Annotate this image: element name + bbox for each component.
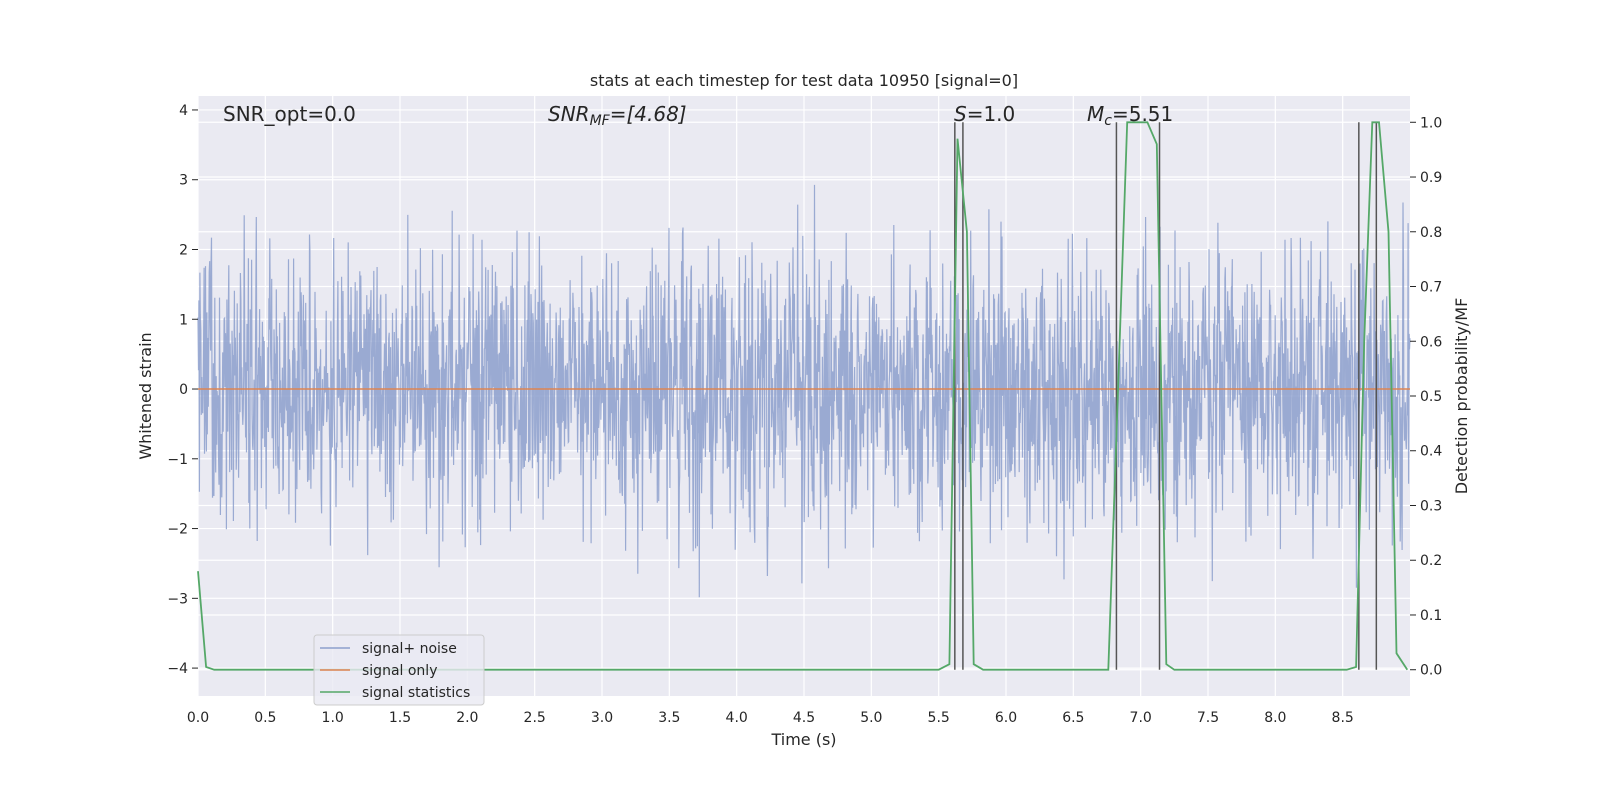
x-tick-label: 8.5 — [1332, 710, 1354, 726]
y-right-tick-label: 0.0 — [1420, 663, 1442, 679]
y-tick-label: 2 — [179, 242, 188, 258]
y-tick-label: −2 — [167, 522, 188, 538]
signal-statistics-series — [197, 121, 1409, 671]
annotation-snr-mf: SNRMF=[4.68] — [548, 102, 687, 129]
annotation-snr-opt: SNR_opt=0.0 — [223, 102, 356, 126]
x-axis-ticks: 0.0 0.5 1.0 1.5 2.0 2.5 3.0 3.5 4.0 4.5 5.0 5.5 6.0 6… — [187, 710, 1354, 726]
signal-noise-line — [197, 184, 1411, 598]
x-tick-label: 3.0 — [591, 710, 613, 726]
x-tick-label: 7.5 — [1197, 710, 1219, 726]
x-tick-label: 4.0 — [726, 710, 748, 726]
signal-statistics-line — [197, 121, 1409, 671]
y-tick-label: −3 — [167, 591, 188, 607]
legend: signal+ noise signal only signal statist… — [313, 634, 485, 706]
x-tick-label: 1.0 — [322, 710, 344, 726]
y-right-tick-label: 1.0 — [1420, 115, 1442, 131]
y-tick-label: 4 — [179, 103, 188, 119]
y-axis-right-label: Detection probability/MF — [1452, 298, 1471, 495]
annotation-s-symbol: S — [954, 102, 967, 126]
x-tick-label: 5.5 — [928, 710, 950, 726]
x-tick-label: 5.0 — [860, 710, 882, 726]
legend-label-signal-only: signal only — [362, 663, 437, 679]
y-axis-label: Whitened strain — [136, 332, 155, 459]
x-tick-label: 6.0 — [995, 710, 1017, 726]
chart-title: stats at each timestep for test data 109… — [590, 71, 1018, 90]
y-tick-label: 0 — [179, 382, 188, 398]
x-axis-label: Time (s) — [770, 730, 836, 749]
y-right-tick-label: 0.4 — [1420, 444, 1442, 460]
y-tick-label: −1 — [167, 452, 188, 468]
x-tick-label: 2.5 — [524, 710, 546, 726]
y-right-tick-label: 0.9 — [1420, 170, 1442, 186]
annotation-snr-mf-sub: MF — [590, 113, 611, 129]
signal-noise-series — [197, 184, 1411, 598]
annotation-mc-main: M — [1087, 102, 1104, 126]
y-right-tick-label: 0.7 — [1420, 280, 1442, 296]
y-right-tick-label: 0.6 — [1420, 334, 1442, 350]
y-right-tick-label: 0.5 — [1420, 389, 1442, 405]
legend-label-signal-statistics: signal statistics — [362, 685, 470, 701]
x-tick-label: 3.5 — [658, 710, 680, 726]
y-right-tick-label: 0.1 — [1420, 608, 1442, 624]
annotation-snr-mf-value: =[4.68] — [610, 102, 687, 126]
x-tick-label: 6.5 — [1062, 710, 1084, 726]
y-right-tick-label: 0.8 — [1420, 225, 1442, 241]
y-tick-label: 3 — [179, 173, 188, 189]
legend-box — [313, 634, 485, 706]
x-tick-label: 2.0 — [456, 710, 478, 726]
annotation-mc: Mc=5.51 — [1087, 102, 1173, 129]
y-axis-ticks: −4 −3 −2 −1 0 1 2 3 4 — [167, 103, 198, 677]
x-tick-label: 4.5 — [793, 710, 815, 726]
y-axis-right-ticks: 0.0 0.1 0.2 0.3 0.4 0.5 0.6 0.7 0.8 0.9 1.0 — [1410, 115, 1442, 679]
legend-label-signal-noise: signal+ noise — [362, 641, 457, 657]
y-right-tick-label: 0.2 — [1420, 553, 1442, 569]
x-tick-label: 0.5 — [254, 710, 276, 726]
annotation-mc-sub: c — [1104, 113, 1112, 129]
x-tick-label: 7.0 — [1130, 710, 1152, 726]
annotation-snr-mf-main: SNR — [548, 102, 590, 126]
y-right-tick-label: 0.3 — [1420, 498, 1442, 514]
x-tick-label: 1.5 — [389, 710, 411, 726]
x-tick-label: 8.0 — [1264, 710, 1286, 726]
y-tick-label: 1 — [179, 312, 188, 328]
x-tick-label: 0.0 — [187, 710, 209, 726]
y-tick-label: −4 — [167, 661, 188, 677]
annotation-s-value: =1.0 — [967, 102, 1016, 126]
annotation-mc-value: =5.51 — [1112, 102, 1173, 126]
annotation-s: S=1.0 — [954, 102, 1015, 126]
